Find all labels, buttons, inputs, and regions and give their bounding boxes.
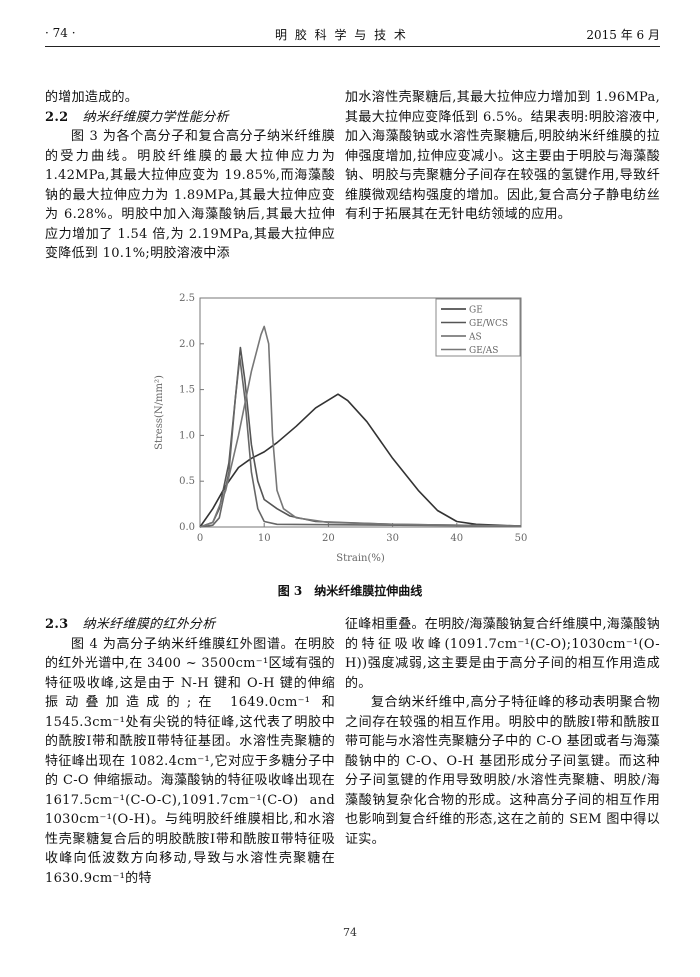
y-tick-label: 2.5	[179, 293, 195, 304]
header-journal: 明 胶 科 学 与 技 术	[275, 28, 408, 42]
section-number: 2.3	[45, 617, 69, 632]
running-header: · 74 · 明 胶 科 学 与 技 术 2015 年 6 月	[45, 26, 660, 44]
left-column-bottom: 2.3 纳米纤维膜的红外分析 图 4 为高分子纳米纤维膜红外图谱。在明胶的红外光谱…	[45, 615, 335, 888]
paragraph: 复合纳米纤维中,高分子特征峰的移动表明聚合物之间存在较强的相互作用。明胶中的酰胺…	[345, 695, 660, 847]
page-number: 74	[343, 926, 357, 939]
header-rule	[45, 46, 660, 47]
x-tick-label: 50	[515, 533, 528, 544]
legend-label: GE/AS	[469, 346, 498, 356]
section-heading: 2.2 纳米纤维膜力学性能分析	[45, 108, 335, 128]
series-line-as	[199, 356, 522, 528]
left-column-top: 的增加造成的。 2.2 纳米纤维膜力学性能分析 图 3 为各个高分子和复合高分子纳…	[45, 88, 335, 264]
right-column-bottom: 征峰相重叠。在明胶/海藻酸钠复合纤维膜中,海藻酸钠的特征吸收峰(1091.7cm…	[345, 615, 660, 849]
legend-label: GE	[469, 306, 483, 316]
x-tick-label: 0	[197, 533, 203, 544]
x-tick-label: 30	[386, 533, 399, 544]
section-number: 2.2	[45, 109, 69, 125]
paragraph: 加水溶性壳聚糖后,其最大拉伸应力增加到 1.96MPa,其最大拉伸应变降低到 6…	[345, 90, 660, 222]
right-column-top: 加水溶性壳聚糖后,其最大拉伸应力增加到 1.96MPa,其最大拉伸应变降低到 6…	[345, 88, 660, 225]
section-heading: 2.3 纳米纤维膜的红外分析	[45, 615, 335, 635]
paragraph: 征峰相重叠。在明胶/海藻酸钠复合纤维膜中,海藻酸钠的特征吸收峰(1091.7cm…	[345, 617, 661, 691]
y-tick-label: 1.0	[179, 430, 195, 441]
plot-frame	[199, 297, 522, 528]
paragraph: 图 3 为各个高分子和复合高分子纳米纤维膜的受力曲线。明胶纤维膜的最大拉伸应力为…	[45, 129, 335, 261]
x-axis-label: Strain(%)	[336, 553, 385, 564]
legend-label: GE/WCS	[469, 319, 508, 329]
y-tick-label: 0.0	[179, 522, 195, 533]
section-title: 纳米纤维膜力学性能分析	[82, 109, 229, 125]
x-tick-label: 20	[322, 533, 335, 544]
paragraph: 的增加造成的。	[45, 90, 139, 105]
y-tick-label: 0.5	[179, 476, 195, 487]
header-page: · 74 ·	[45, 26, 76, 40]
paragraph: 图 4 为高分子纳米纤维膜红外图谱。在明胶的红外光谱中,在 3400 ~ 350…	[45, 636, 335, 886]
series-line-ge-as	[199, 325, 522, 528]
y-axis-label: Stress(N/mm²)	[154, 375, 165, 450]
legend-label: AS	[468, 333, 482, 343]
header-date: 2015 年 6 月	[586, 28, 660, 42]
y-tick-label: 2.0	[179, 339, 195, 350]
y-tick-label: 1.5	[179, 385, 195, 396]
x-tick-label: 10	[258, 533, 271, 544]
x-tick-label: 40	[450, 533, 463, 544]
stress-strain-chart: 0 10 20 30 40 50 0.0 0.5 1.0 1.5 2.0 2.5 Strain(%) St…	[154, 293, 528, 564]
section-title: 纳米纤维膜的红外分析	[82, 617, 216, 632]
figure-caption: 图 3 纳米纤维膜拉伸曲线	[277, 584, 423, 598]
series-line-ge	[199, 393, 522, 528]
